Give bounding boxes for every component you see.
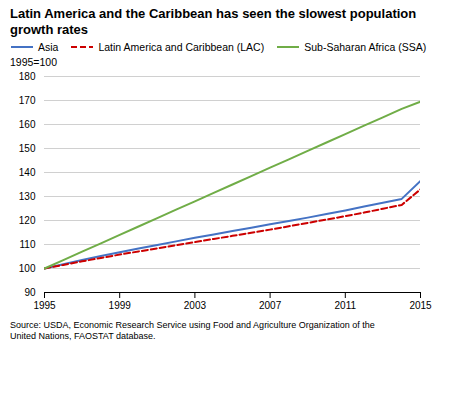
html-text:Sub-Saharan Africa (SSA): Sub-Saharan Africa (SSA) xyxy=(304,41,427,54)
svg-text:150: 150 xyxy=(19,143,36,154)
svg-text:140: 140 xyxy=(19,167,36,178)
svg-text:1999: 1999 xyxy=(109,300,132,311)
svg-text:110: 110 xyxy=(20,239,36,250)
svg-text:120: 120 xyxy=(19,215,36,226)
svg-text:180: 180 xyxy=(19,71,36,82)
html-text:1995=100: 1995=100 xyxy=(10,56,57,69)
svg-text:160: 160 xyxy=(19,119,36,130)
svg-text:2015: 2015 xyxy=(409,300,432,311)
html-text:Asia: Asia xyxy=(38,41,59,54)
svg-text:2011: 2011 xyxy=(335,300,357,311)
svg-text:130: 130 xyxy=(19,191,36,202)
svg-text:90: 90 xyxy=(24,287,36,298)
html-text:Source: USDA, Economic Researc: Source: USDA, Economic Research Service … xyxy=(10,320,375,342)
svg-text:2007: 2007 xyxy=(259,300,282,311)
html-text:Latin America and Caribbean (L: Latin America and Caribbean (LAC) xyxy=(98,41,265,54)
svg-text:100: 100 xyxy=(19,263,36,274)
svg-text:170: 170 xyxy=(19,95,36,106)
svg-text:2003: 2003 xyxy=(184,300,207,311)
svg-text:1995: 1995 xyxy=(33,300,56,311)
html-text:Latin America and the Caribbea: Latin America and the Caribbean has seen… xyxy=(10,6,417,37)
